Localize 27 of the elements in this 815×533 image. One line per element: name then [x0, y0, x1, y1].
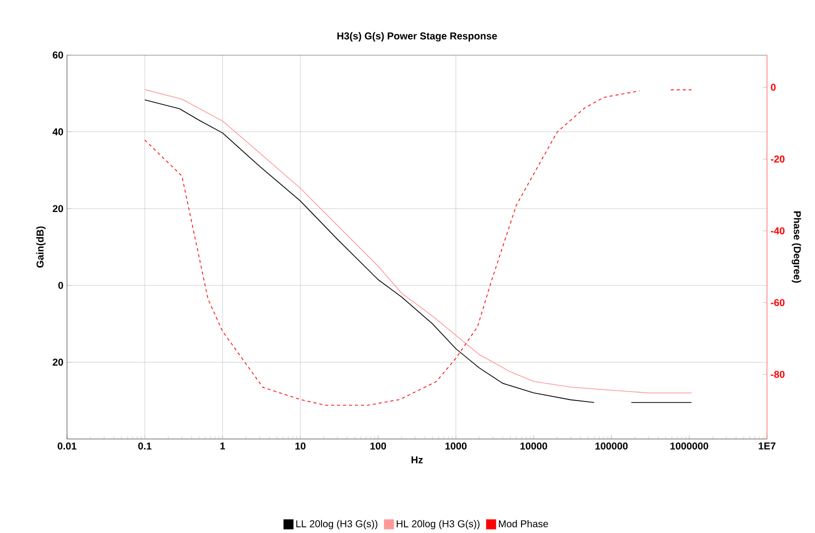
y-tick-label: 20 [52, 358, 64, 366]
x-tick-label: 1000 [445, 442, 467, 450]
y2-tick-label: 0 [770, 84, 776, 91]
x-tick-label: 0.1 [138, 442, 152, 450]
chart-title: H3(s) G(s) Power Stage Response [337, 32, 497, 42]
x-tick-label: 100 [370, 442, 386, 450]
x-tick-label: 10000 [520, 442, 548, 450]
x-tick-label: 10 [295, 442, 306, 450]
y2-axis-title: Phase (Degree) [792, 212, 802, 283]
y-tick-label: 0 [58, 282, 64, 290]
legend-label: Mod Phase [498, 520, 548, 528]
x-axis-title: Hz [412, 456, 423, 464]
x-tick-label: 100000 [595, 442, 628, 450]
y2-tick-label: -40 [770, 227, 785, 235]
x-tick-label: 0.01 [58, 442, 76, 450]
x-tick-label: 1E7 [758, 442, 776, 450]
y-axis-title: Gain(dB) [36, 226, 46, 268]
y-tick-label: 20 [52, 205, 64, 212]
x-tick-label: 1000000 [670, 442, 708, 450]
legend-label: HL 20log (H3 G(s)) [396, 520, 480, 530]
legend-label: LL 20log (H3 G(s)) [296, 520, 378, 530]
y2-tick-label: -60 [770, 299, 785, 306]
y2-tick-label: -20 [770, 156, 785, 163]
x-tick-label: 1 [220, 442, 226, 450]
y2-tick-label: -80 [770, 371, 785, 378]
y-tick-label: 60 [52, 52, 64, 59]
y-tick-label: 40 [52, 128, 64, 136]
